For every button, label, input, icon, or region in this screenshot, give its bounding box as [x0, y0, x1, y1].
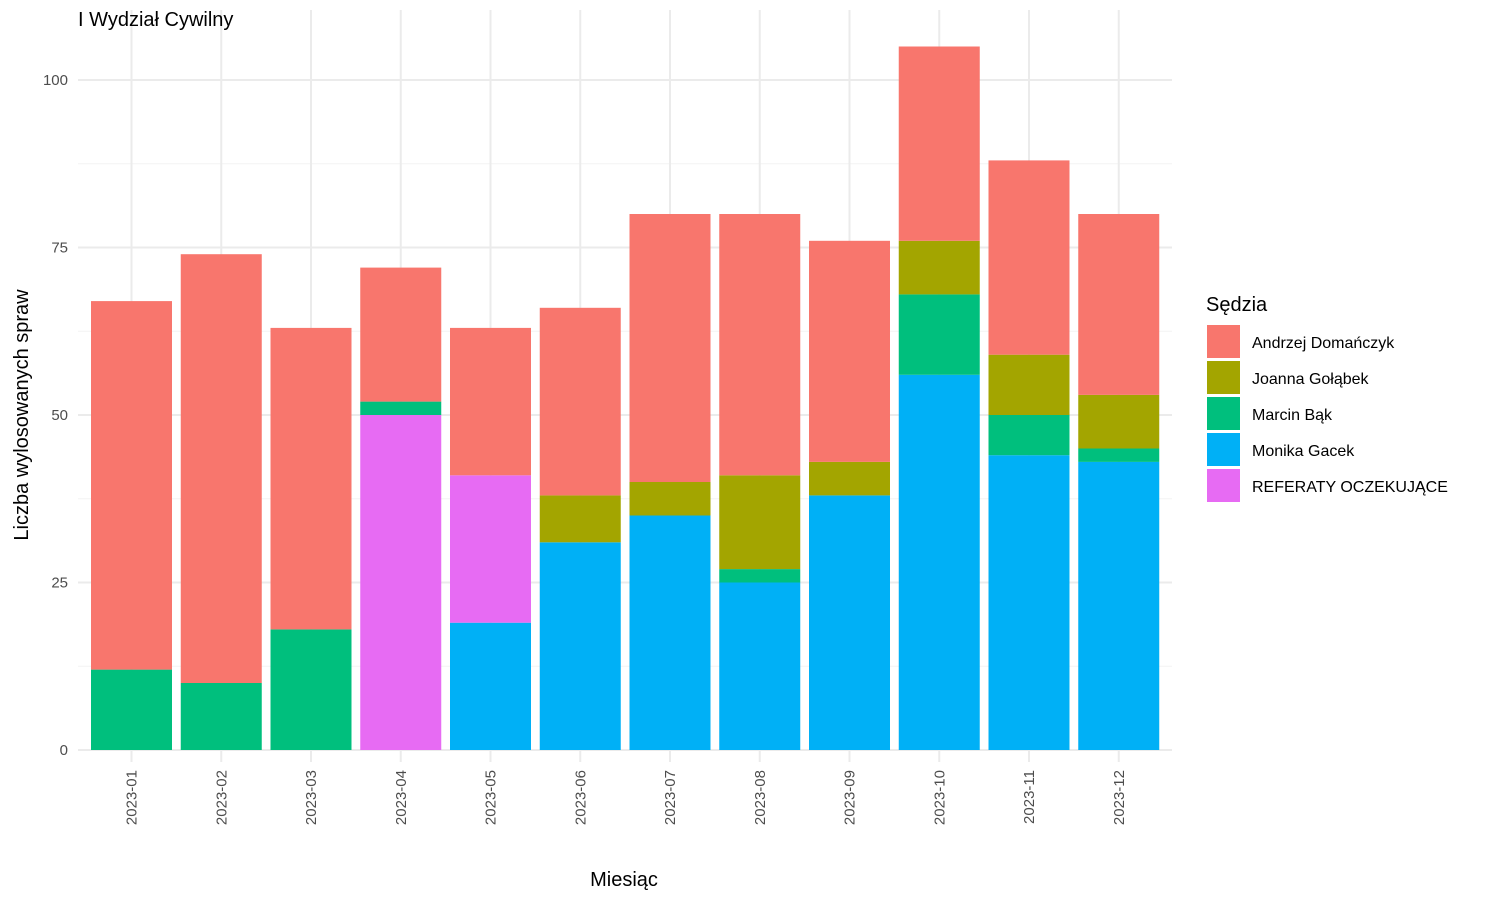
- y-tick-label: 0: [60, 742, 68, 759]
- x-tick-label: 2023-07: [662, 770, 679, 825]
- legend-label: Andrzej Domańczyk: [1252, 335, 1395, 352]
- legend-title: Sędzia: [1206, 294, 1268, 316]
- y-tick-label: 75: [51, 240, 68, 257]
- bar-segment: [809, 461, 890, 496]
- legend-swatch: [1207, 469, 1240, 502]
- legend-swatch: [1207, 433, 1240, 466]
- bar-segment: [539, 542, 621, 750]
- x-tick-label: 2023-10: [931, 770, 948, 825]
- bar-segment: [1078, 448, 1160, 462]
- bar-segment: [719, 582, 801, 750]
- bar-segment: [629, 515, 711, 750]
- bar-segment: [91, 301, 172, 670]
- bar-segment: [91, 669, 172, 750]
- legend-label: REFERATY OCZEKUJĄCE: [1252, 479, 1448, 496]
- bar-segment: [360, 401, 442, 415]
- bar-segment: [180, 254, 262, 683]
- y-tick-label: 25: [51, 575, 68, 592]
- x-tick-label: 2023-09: [842, 770, 859, 825]
- x-axis-title: Miesiąc: [590, 869, 658, 891]
- bar-segment: [898, 240, 980, 295]
- bar-segment: [180, 683, 262, 750]
- bars-layer: [91, 46, 1160, 750]
- x-tick-label: 2023-04: [393, 770, 410, 825]
- axis-layer: 0 25 50 75 100 2023-01 2023-02 2023-03 2023-04 20…: [43, 72, 1128, 825]
- legend-label: Marcin Bąk: [1252, 407, 1333, 424]
- bar-segment: [450, 622, 531, 750]
- y-axis-title: Liczba wylosowanych spraw: [11, 289, 33, 541]
- bar-segment: [629, 482, 711, 516]
- x-tick-label: 2023-01: [124, 770, 141, 825]
- bar-segment: [539, 307, 621, 496]
- bar-segment: [719, 569, 801, 583]
- bar-segment: [1078, 394, 1160, 449]
- bar-segment: [898, 374, 980, 750]
- bar-segment: [270, 327, 352, 630]
- bar-segment: [360, 267, 442, 402]
- bar-segment: [270, 629, 352, 750]
- bar-segment: [719, 475, 801, 570]
- legend: Sędzia Andrzej Domańczyk Joanna Gołąbek Ma…: [1206, 294, 1448, 502]
- bar-segment: [809, 240, 890, 462]
- y-tick-label: 100: [43, 72, 68, 89]
- legend-swatch: [1207, 325, 1240, 358]
- legend-swatch: [1207, 397, 1240, 430]
- x-tick-label: 2023-08: [752, 770, 769, 825]
- x-tick-label: 2023-11: [1021, 770, 1038, 824]
- bar-segment: [360, 415, 442, 750]
- x-tick-label: 2023-02: [213, 770, 230, 825]
- y-tick-label: 50: [51, 407, 68, 424]
- bar-segment: [988, 160, 1070, 355]
- legend-label: Monika Gacek: [1252, 443, 1355, 460]
- bar-segment: [988, 354, 1070, 415]
- bar-segment: [450, 327, 531, 476]
- x-tick-label: 2023-03: [303, 770, 320, 825]
- x-tick-label: 2023-05: [483, 770, 500, 825]
- chart-title: I Wydział Cywilny: [78, 9, 233, 31]
- legend-label: Joanna Gołąbek: [1252, 371, 1370, 388]
- legend-swatch: [1207, 361, 1240, 394]
- legend-items: Andrzej Domańczyk Joanna Gołąbek Marcin Bą…: [1207, 325, 1448, 502]
- bar-segment: [539, 495, 621, 543]
- bar-segment: [809, 495, 890, 750]
- bar-segment: [450, 475, 531, 623]
- x-tick-label: 2023-06: [572, 770, 589, 825]
- bar-segment: [988, 415, 1070, 456]
- bar-segment: [719, 214, 801, 476]
- bar-segment: [988, 455, 1070, 750]
- bar-segment: [1078, 461, 1160, 750]
- x-tick-label: 2023-12: [1111, 770, 1128, 825]
- bar-segment: [1078, 214, 1160, 395]
- bar-segment: [898, 294, 980, 375]
- bar-segment: [898, 46, 980, 241]
- bar-segment: [629, 214, 711, 482]
